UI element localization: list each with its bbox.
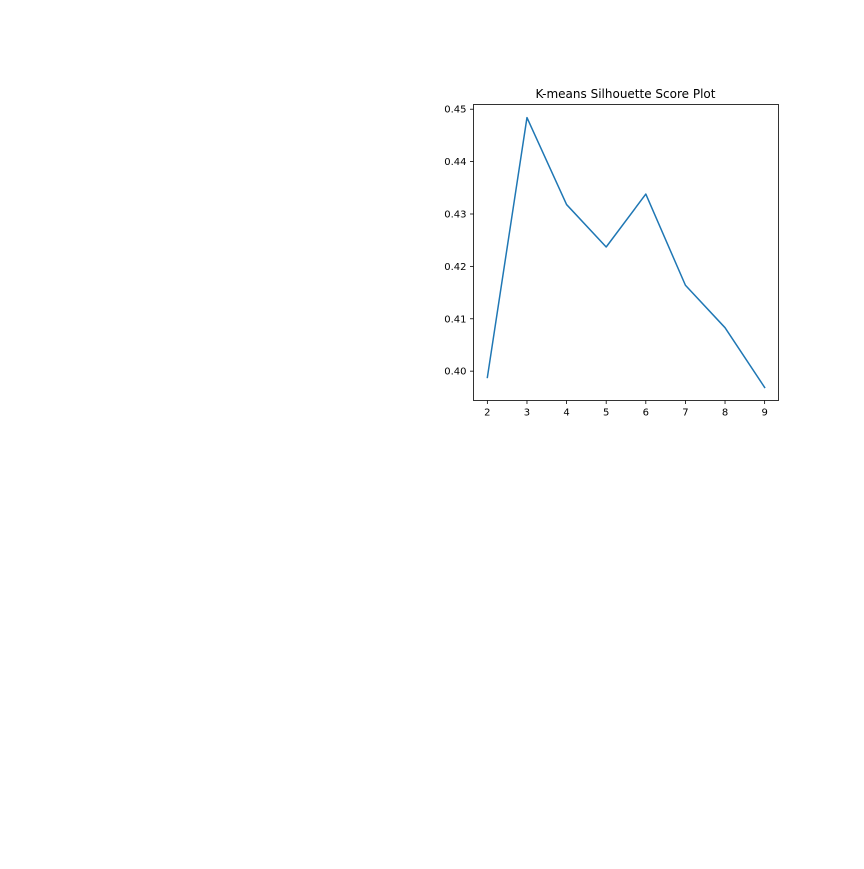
x-tick-label: 9 bbox=[761, 408, 767, 419]
series-layer bbox=[486, 116, 766, 389]
x-tick-label: 2 bbox=[484, 408, 490, 419]
y-axis-ticks: 0.40 0.41 0.42 0.43 0.44 0.45 bbox=[444, 105, 474, 378]
x-tick-label: 7 bbox=[682, 408, 688, 419]
x-tick-label: 4 bbox=[563, 408, 569, 419]
x-axis-ticks: 2 3 4 5 6 7 8 9 bbox=[484, 400, 768, 419]
y-tick-label: 0.44 bbox=[444, 157, 466, 168]
y-tick-label: 0.45 bbox=[444, 105, 466, 116]
y-tick-label: 0.40 bbox=[444, 367, 466, 378]
series-line bbox=[486, 116, 766, 389]
y-tick-label: 0.42 bbox=[444, 262, 466, 273]
x-tick-label: 8 bbox=[722, 408, 728, 419]
y-tick-label: 0.43 bbox=[444, 209, 466, 220]
x-tick-label: 6 bbox=[643, 408, 649, 419]
y-tick-label: 0.41 bbox=[444, 314, 466, 325]
x-tick-label: 3 bbox=[524, 408, 530, 419]
axes-frame bbox=[473, 104, 779, 401]
x-tick-label: 5 bbox=[603, 408, 609, 419]
chart-title: K-means Silhouette Score Plot bbox=[536, 87, 716, 101]
